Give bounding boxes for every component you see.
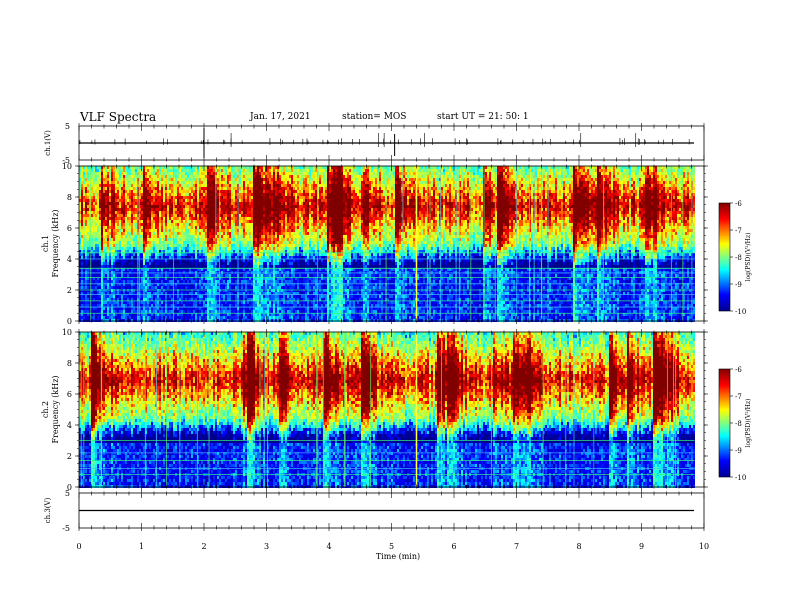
ch2-spectrogram-ytick-label: 10 [62,328,72,337]
ch1-spectrogram-colorbar-tick-label: -6 [735,200,742,208]
ch2-spectrogram-colorbar-tick-label: -10 [735,474,746,482]
ch3-waveform-xtick-label: 10 [699,542,709,551]
ch1-spectrogram-ytick-label: 2 [67,286,72,295]
ch2-spectrogram-colorbar-tick-label: -6 [735,366,742,374]
ch3-waveform-xtick-label: 5 [389,542,394,551]
ch2-spectrogram-colorbar [719,369,730,477]
ch2-spectrogram-colorbar-label: log(PSD)(V²/Hz) [745,399,752,448]
ch1-waveform-ytick-label: 5 [65,122,70,131]
ch1-spectrogram-ytick-label: 10 [62,162,72,171]
ch1-waveform-ylabel: ch.1(V) [44,130,52,156]
ch2-spectrogram-ytick-label: 4 [67,421,72,430]
ch1-spectrogram-ytick-label: 0 [67,317,72,326]
ch2-spectrogram-colorbar-tick-label: -9 [735,447,742,455]
ch1-spectrogram-ytick-label: 6 [67,224,72,233]
ch3-waveform-xtick-label: 7 [514,542,519,551]
ch3-waveform-ytick-label: 5 [65,489,70,498]
ch3-waveform-xtick-label: 0 [76,542,81,551]
ch1-spectrogram-colorbar [719,203,730,311]
ch2-spectrogram-ylabel-frequency: Frequency (kHz) [51,375,60,443]
ch3-waveform-xtick-label: 4 [326,542,331,551]
ch3-waveform-xtick-label: 6 [451,542,456,551]
ch2-spectrogram-ytick-label: 8 [67,359,72,368]
ch1-spectrogram-ylabel-channel: ch.1 [41,235,50,252]
ch2-spectrogram-colorbar-tick-label: -7 [735,393,742,401]
ch2-spectrogram-ylabel-channel: ch.2 [41,401,50,418]
ch3-waveform-xlabel: Time (min) [376,552,420,561]
ch3-waveform-xtick-label: 9 [639,542,644,551]
ch2-spectrogram-colorbar-tick-label: -8 [735,420,742,428]
ch1-spectrogram-colorbar-tick-label: -7 [735,227,742,235]
ch1-spectrogram-ytick-label: 8 [67,193,72,202]
ch3-waveform-xtick-label: 2 [201,542,206,551]
ch2-spectrogram-ytick-label: 6 [67,390,72,399]
ch1-spectrogram-ylabel-frequency: Frequency (kHz) [51,209,60,277]
ch1-spectrogram-colorbar-tick-label: -8 [735,254,742,262]
ch3-waveform-ylabel: ch.3(V) [44,497,52,523]
ch1-spectrogram-ytick-label: 4 [67,255,72,264]
ch1-spectrogram-colorbar-tick-label: -10 [735,308,746,316]
ch3-waveform-xtick-label: 1 [139,542,144,551]
ch3-waveform-xtick-label: 3 [264,542,269,551]
ch1-spectrogram-colorbar-tick-label: -9 [735,281,742,289]
ch2-spectrogram-ytick-label: 2 [67,452,72,461]
ch3-waveform-xtick-label: 8 [576,542,581,551]
ch1-spectrogram-colorbar-label: log(PSD)(V²/Hz) [745,233,752,282]
ch3-waveform-ytick-label: -5 [62,524,70,533]
